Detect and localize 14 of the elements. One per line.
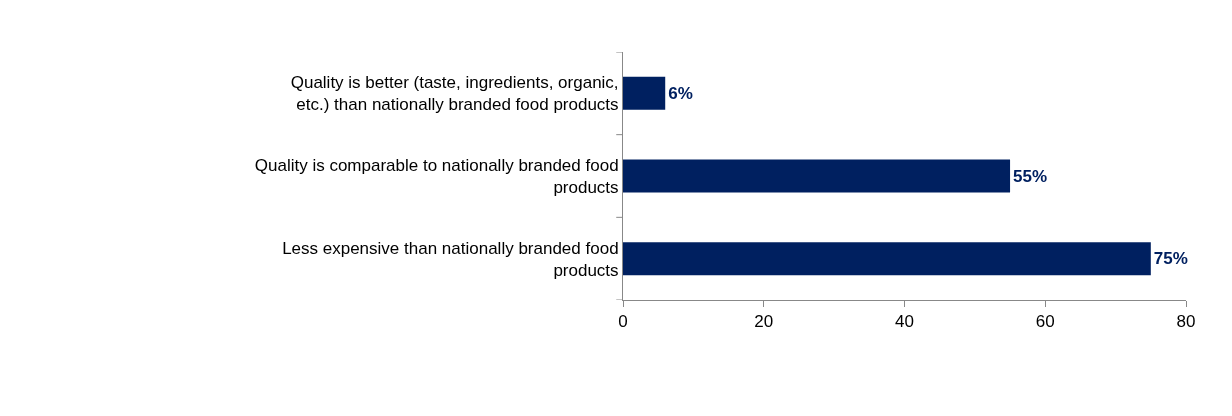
x-tick-label: 80: [1176, 312, 1196, 332]
x-tick-label: 60: [1035, 312, 1055, 332]
data-label: 75%: [1153, 249, 1188, 269]
bar: [623, 159, 1011, 193]
bar: [623, 242, 1151, 276]
x-tick-label: 0: [618, 312, 628, 332]
y-tick-label: Quality is better (taste, ingredients, organic, etc.) than nationally branded food products: [290, 73, 619, 115]
bar: [623, 76, 666, 110]
data-label: 55%: [1013, 166, 1048, 186]
x-tick-label: 40: [895, 312, 914, 332]
y-tick-label: Less expensive than nationally branded food products: [282, 238, 619, 280]
x-tick-label: 20: [754, 312, 774, 332]
data-label: 6%: [668, 83, 693, 103]
y-tick-label: Quality is comparable to nationally branded food products: [254, 155, 619, 197]
